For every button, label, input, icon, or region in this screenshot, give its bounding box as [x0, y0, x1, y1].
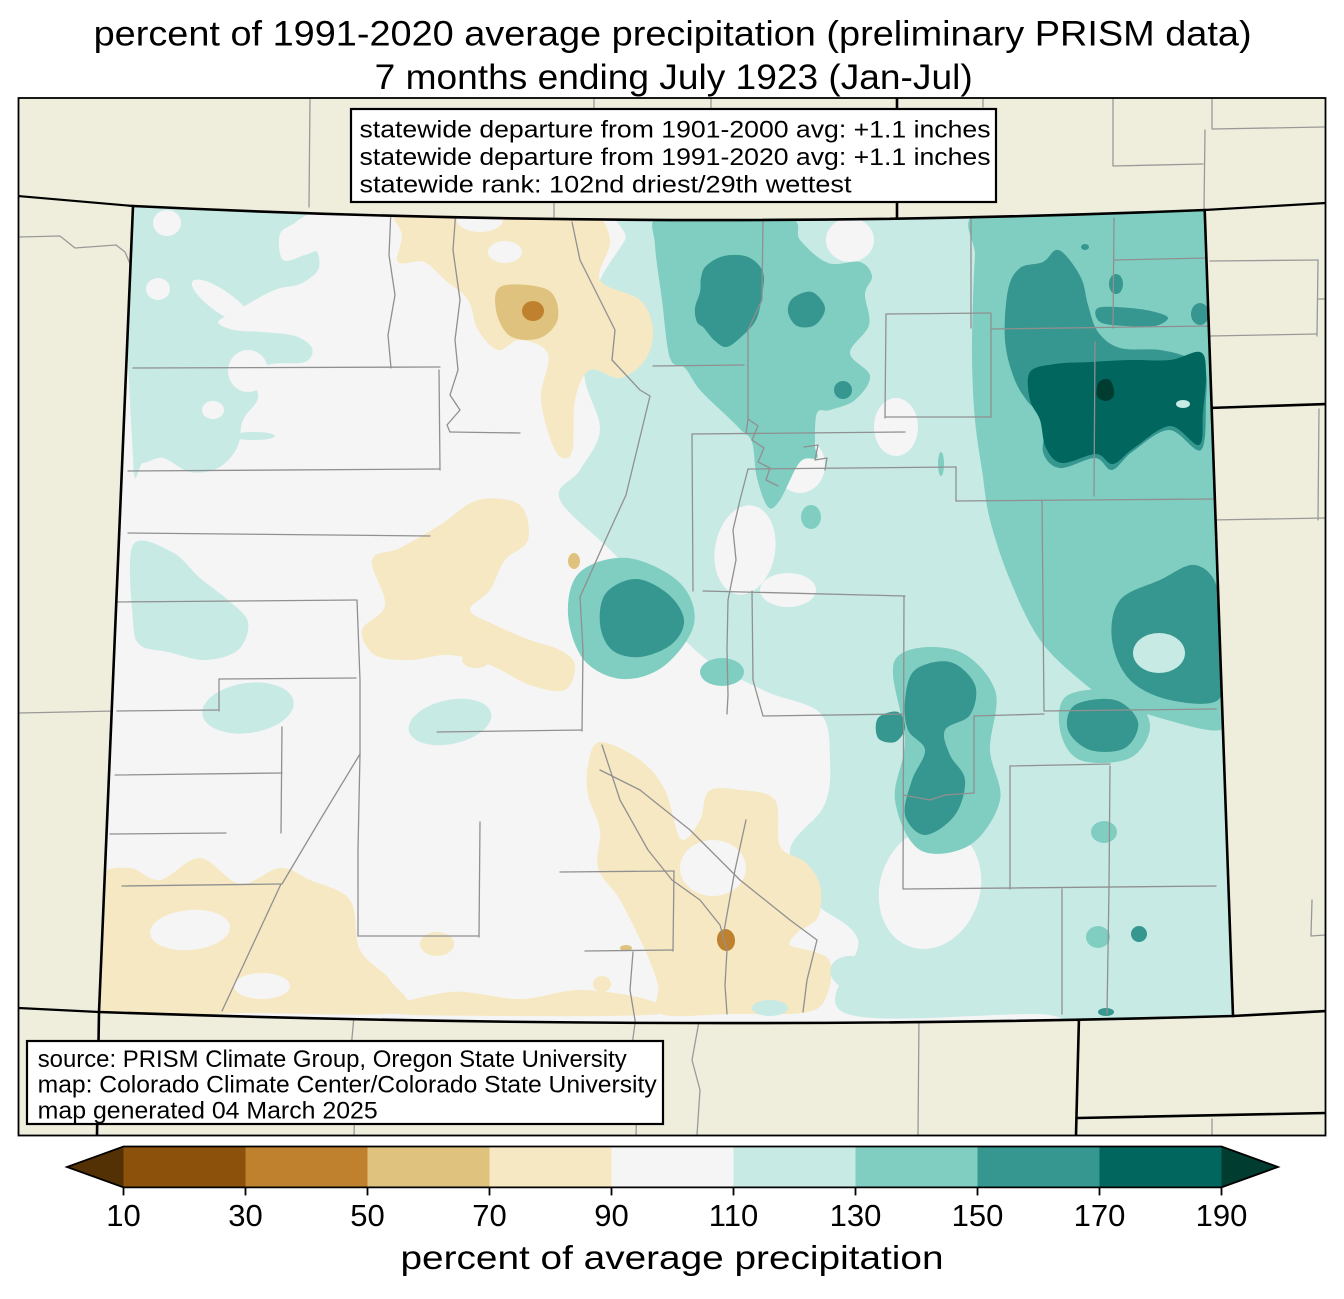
- svg-text:150: 150: [952, 1198, 1004, 1233]
- svg-text:statewide departure from 1991-: statewide departure from 1991-2020 avg: …: [360, 144, 991, 171]
- svg-text:statewide rank: 102nd driest/2: statewide rank: 102nd driest/29th wettes…: [360, 171, 852, 198]
- svg-text:90: 90: [594, 1198, 628, 1233]
- svg-text:70: 70: [472, 1198, 506, 1233]
- svg-text:190: 190: [1196, 1198, 1248, 1233]
- svg-text:statewide departure from 1901-: statewide departure from 1901-2000 avg: …: [360, 117, 991, 144]
- svg-text:130: 130: [830, 1198, 882, 1233]
- svg-text:percent of 1991-2020 average p: percent of 1991-2020 average precipitati…: [94, 14, 1252, 54]
- svg-text:30: 30: [228, 1198, 262, 1233]
- svg-text:7 months ending July 1923 (Jan: 7 months ending July 1923 (Jan-Jul): [375, 57, 973, 97]
- svg-text:170: 170: [1074, 1198, 1126, 1233]
- svg-text:10: 10: [106, 1198, 140, 1233]
- svg-text:map: Colorado Climate Center/C: map: Colorado Climate Center/Colorado St…: [38, 1071, 657, 1098]
- svg-text:50: 50: [350, 1198, 384, 1233]
- svg-text:percent of average precipitati: percent of average precipitation: [401, 1240, 944, 1277]
- svg-text:source: PRISM Climate Group, O: source: PRISM Climate Group, Oregon Stat…: [38, 1046, 627, 1073]
- svg-text:110: 110: [709, 1198, 758, 1233]
- svg-text:map generated 04 March 2025: map generated 04 March 2025: [38, 1097, 378, 1124]
